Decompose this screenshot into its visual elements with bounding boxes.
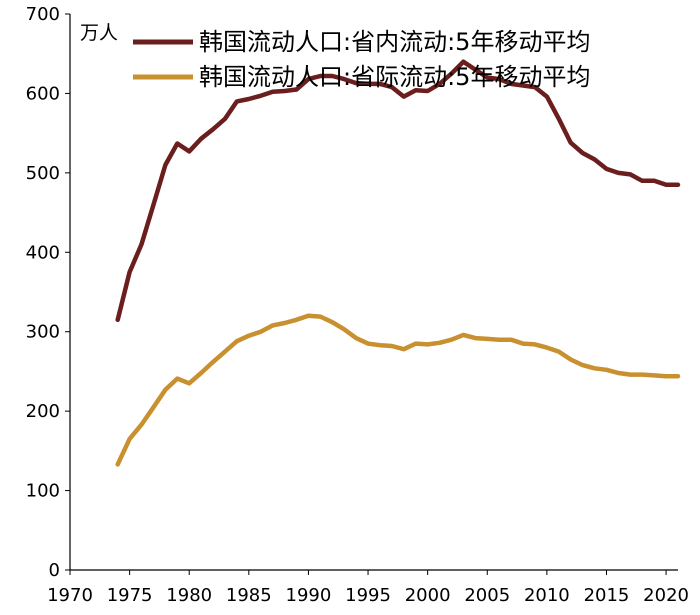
y-tick-label: 300 (26, 322, 60, 343)
y-tick-label: 700 (26, 4, 60, 25)
x-tick-label: 2020 (643, 585, 689, 606)
legend-label-intra-province: 韩国流动人口:省内流动:5年移动平均 (199, 28, 590, 56)
x-axis-tick-labels: 1970 1975 1980 1985 1990 1995 2000 2005 2010 2015… (47, 585, 689, 606)
chart-legend: 韩国流动人口:省内流动:5年移动平均 韩国流动人口:省际流动:5年移动平均 (133, 28, 590, 91)
x-tick-label: 2010 (524, 585, 570, 606)
y-tick-label: 400 (26, 242, 60, 263)
legend-label-inter-province: 韩国流动人口:省际流动:5年移动平均 (199, 63, 590, 91)
y-tick-label: 600 (26, 83, 60, 104)
x-tick-label: 1995 (345, 585, 391, 606)
x-tick-label: 1980 (166, 585, 212, 606)
x-tick-label: 2000 (405, 585, 451, 606)
y-tick-label: 500 (26, 163, 60, 184)
x-tick-label: 1985 (226, 585, 272, 606)
x-tick-label: 1970 (47, 585, 93, 606)
y-tick-label: 0 (49, 560, 60, 581)
x-tick-label: 1975 (107, 585, 153, 606)
x-tick-label: 2015 (584, 585, 630, 606)
series-line-inter-province (115, 313, 681, 467)
y-tick-label: 100 (26, 481, 60, 502)
series-lines (115, 59, 681, 467)
x-tick-label: 2005 (464, 585, 510, 606)
x-tick-label: 1990 (286, 585, 332, 606)
series-line-intra-province (115, 59, 681, 323)
y-axis-tick-labels: 0 100 200 300 400 500 600 700 (26, 4, 60, 581)
y-axis-unit-label: 万人 (80, 22, 118, 44)
y-tick-label: 200 (26, 401, 60, 422)
chart-axes (65, 13, 678, 575)
